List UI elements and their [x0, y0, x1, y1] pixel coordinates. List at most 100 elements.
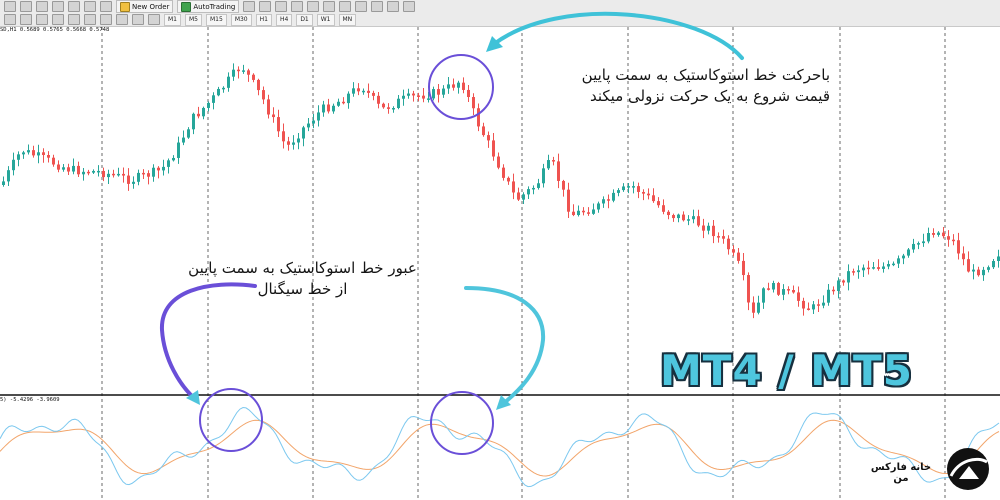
candle-body [302, 127, 305, 139]
candle-body [742, 260, 745, 276]
autotrading-button[interactable]: AutoTrading [177, 0, 240, 13]
candle-body [462, 82, 465, 90]
candle-body [792, 289, 795, 293]
candle-body [77, 165, 80, 175]
candlestick-icon[interactable] [259, 1, 272, 12]
cursor-icon[interactable] [4, 14, 16, 25]
candle-body [157, 167, 160, 171]
candle-body [937, 232, 940, 235]
trendline-icon[interactable] [68, 14, 80, 25]
timeframe-m15[interactable]: M15 [206, 13, 227, 26]
brand-logo-icon [947, 448, 989, 490]
candle-body [147, 173, 150, 177]
candle-body [732, 249, 735, 253]
candle-body [537, 183, 540, 188]
candle-body [907, 249, 910, 256]
candle-body [522, 194, 525, 200]
chart-shift-icon[interactable] [355, 1, 368, 12]
text-tool-icon[interactable] [116, 14, 128, 25]
profiles-icon[interactable] [20, 1, 32, 12]
highlight-circle-stoch-right [430, 391, 494, 455]
horizontal-line-icon[interactable] [52, 14, 64, 25]
line-chart-icon[interactable] [275, 1, 288, 12]
arrow-left-head [186, 390, 200, 405]
candle-body [227, 76, 230, 88]
candle-body [982, 269, 985, 276]
candle-body [632, 186, 635, 188]
candle-body [262, 90, 265, 100]
periods-icon[interactable] [387, 1, 400, 12]
candle-body [37, 152, 40, 156]
crosshair-icon[interactable] [20, 14, 32, 25]
candle-body [222, 87, 225, 90]
candle-body [202, 107, 205, 117]
candle-body [62, 167, 65, 170]
fibonacci-icon[interactable] [100, 14, 112, 25]
timeframe-h1[interactable]: H1 [255, 13, 272, 26]
candle-body [17, 154, 20, 160]
platform-title: MT4 / MT5 [660, 346, 913, 395]
candle-body [282, 131, 285, 142]
candle-body [482, 126, 485, 136]
candle-body [487, 135, 490, 141]
strategy-tester-icon[interactable] [100, 1, 112, 12]
templates-icon[interactable] [403, 1, 416, 12]
annotation-stoch-cross-line1: عبور خط استوکاستیک به سمت پایین [188, 259, 417, 277]
timeframe-h4[interactable]: H4 [275, 13, 293, 26]
tile-windows-icon[interactable] [323, 1, 336, 12]
navigator-icon[interactable] [68, 1, 80, 12]
timeframe-m1[interactable]: M1 [164, 13, 181, 26]
candle-body [497, 156, 500, 168]
vertical-line-icon[interactable] [36, 14, 48, 25]
candle-body [307, 123, 310, 128]
annotation-price-move-line2: قیمت شروع به یک حرکت نزولی میکند [590, 87, 830, 105]
zoom-out-icon[interactable] [307, 1, 320, 12]
candle-body [232, 69, 235, 77]
arrows-tool-icon[interactable] [148, 14, 160, 25]
market-watch-icon[interactable] [36, 1, 48, 12]
bar-chart-icon[interactable] [243, 1, 256, 12]
data-window-icon[interactable] [52, 1, 64, 12]
candle-body [942, 232, 945, 237]
candle-body [602, 199, 605, 204]
candle-body [247, 70, 250, 75]
new-order-button[interactable]: New Order [116, 0, 174, 13]
label-tool-icon[interactable] [132, 14, 144, 25]
autoscroll-icon[interactable] [339, 1, 352, 12]
stochastic-oscillator [0, 406, 1000, 488]
candle-body [502, 167, 505, 178]
timeframe-mn[interactable]: MN [338, 13, 357, 26]
candle-body [767, 288, 770, 290]
candle-body [117, 173, 120, 176]
candle-body [167, 160, 170, 167]
indicators-icon[interactable] [371, 1, 384, 12]
timeframe-m5[interactable]: M5 [185, 13, 202, 26]
candle-body [692, 216, 695, 220]
candle-body [637, 186, 640, 192]
candle-body [932, 233, 935, 235]
timeframe-m30[interactable]: M30 [230, 13, 252, 26]
candle-body [862, 267, 865, 271]
terminal-icon[interactable] [84, 1, 96, 12]
candle-body [427, 98, 430, 100]
timeframe-w1[interactable]: W1 [316, 13, 335, 26]
candle-body [812, 304, 815, 310]
zoom-in-icon[interactable] [291, 1, 304, 12]
chart-symbol-info: SD,H1 0.5689 0.5765 0.5668 0.5748 [0, 27, 110, 33]
candle-body [27, 150, 30, 153]
channel-icon[interactable] [84, 14, 96, 25]
candle-body [857, 270, 860, 273]
timeframe-d1[interactable]: D1 [296, 13, 313, 26]
candle-body [297, 138, 300, 143]
candle-body [872, 267, 875, 269]
candle-body [352, 88, 355, 94]
candle-body [52, 157, 55, 165]
candle-body [622, 186, 625, 191]
stochastic-main-line [0, 406, 1000, 488]
candle-body [437, 89, 440, 95]
candle-body [402, 95, 405, 99]
candle-body [7, 170, 10, 182]
new-chart-icon[interactable] [4, 1, 16, 12]
terminal-toolbar: New Order AutoTrading M1 M5 M15 M30 H1 [0, 0, 1000, 27]
